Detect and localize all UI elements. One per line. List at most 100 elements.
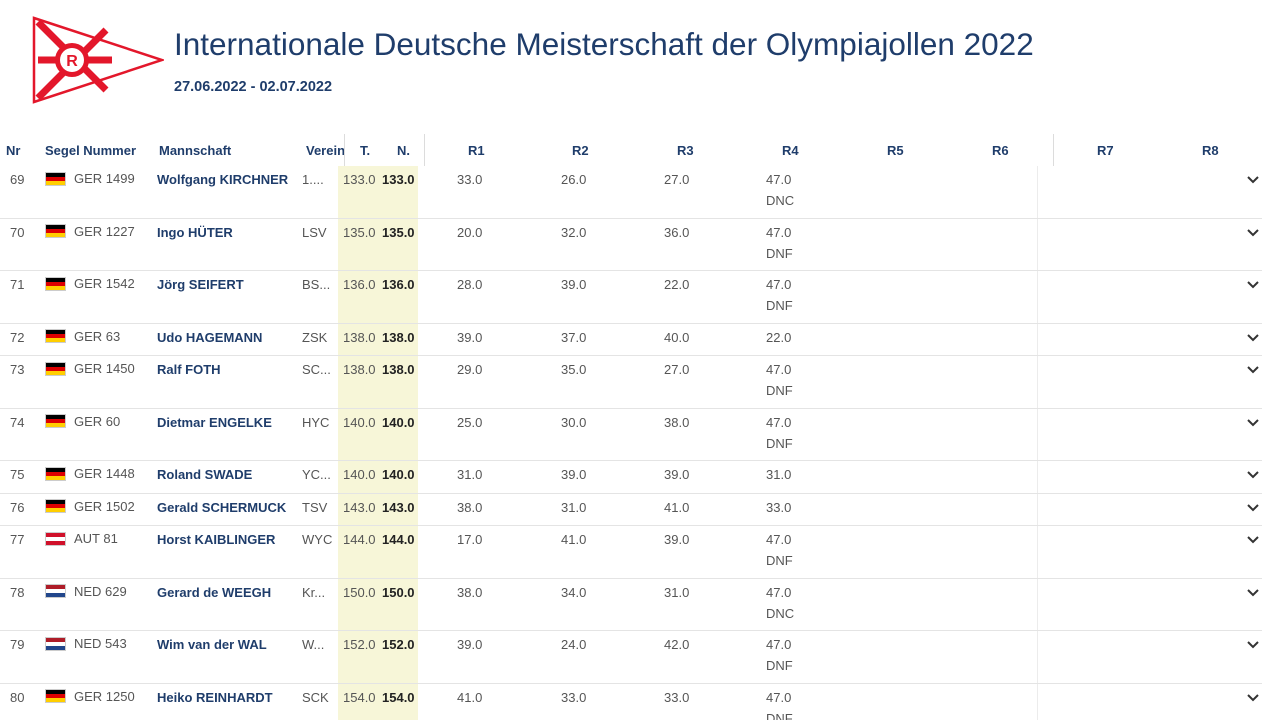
col-r8[interactable]: R8 [1202, 143, 1219, 158]
row-r4: 33.0 [766, 499, 792, 515]
chevron-down-icon[interactable] [1246, 467, 1260, 481]
row-total: 143.0 [343, 499, 376, 515]
col-r2[interactable]: R2 [572, 143, 589, 158]
row-sail-number: GER 63 [74, 328, 121, 344]
row-club: Kr... [302, 584, 326, 600]
row-r2: 24.0 [561, 637, 587, 652]
table-row[interactable]: 71 BS... 136.0 136.0 28.0 39.0 22.0 47.0 GER 154… [0, 271, 1280, 324]
chevron-down-icon[interactable] [1246, 690, 1260, 704]
row-nr: 76 [10, 499, 25, 515]
row-net: 150.0 [382, 584, 415, 600]
row-r4-code: DNF [766, 553, 793, 568]
row-nr: 80 [10, 689, 25, 705]
row-divider [0, 217, 1262, 219]
table-row[interactable]: 75 YC... 140.0 140.0 31.0 39.0 39.0 31.0 GER 144… [0, 461, 1280, 494]
row-nr: 74 [10, 414, 25, 430]
chevron-down-icon[interactable] [1246, 330, 1260, 344]
table-row[interactable]: 76 TSV 143.0 143.0 38.0 31.0 41.0 33.0 GER 1502 G… [0, 494, 1280, 527]
page-title: Internationale Deutsche Meisterschaft de… [174, 26, 1034, 62]
row-r3: 42.0 [664, 637, 690, 652]
row-sail-number: GER 60 [74, 413, 121, 429]
row-net: 135.0 [382, 224, 415, 240]
chevron-down-icon[interactable] [1246, 225, 1260, 239]
row-sail: GER 1450 [45, 361, 135, 376]
col-r5[interactable]: R5 [887, 143, 904, 158]
row-r2: 31.0 [561, 499, 587, 515]
row-total: 154.0 [343, 689, 376, 705]
col-nr[interactable]: Nr [6, 143, 21, 158]
chevron-down-icon[interactable] [1246, 277, 1260, 291]
table-row[interactable]: 72 ZSK 138.0 138.0 39.0 37.0 40.0 22.0 GER 63 Udo… [0, 324, 1280, 357]
chevron-down-icon[interactable] [1246, 637, 1260, 651]
table-row[interactable]: 70 LSV 135.0 135.0 20.0 32.0 36.0 47.0 GER 1227 I… [0, 219, 1280, 272]
row-team-name[interactable]: Dietmar ENGELKE [157, 414, 272, 430]
row-team-name[interactable]: Ingo HÜTER [157, 224, 233, 240]
row-r1: 39.0 [457, 637, 483, 652]
row-net: 140.0 [382, 467, 415, 482]
row-nr: 71 [10, 277, 25, 292]
row-r3: 39.0 [664, 467, 690, 482]
col-total[interactable]: T. [360, 143, 371, 158]
table-row[interactable]: 74 HYC 140.0 140.0 25.0 30.0 38.0 47.0 GER 60 Die… [0, 409, 1280, 462]
row-sail-number: GER 1502 [74, 498, 135, 514]
column-divider [1037, 166, 1038, 720]
row-team-name[interactable]: Heiko REINHARDT [157, 689, 273, 705]
chevron-down-icon[interactable] [1246, 532, 1260, 546]
row-team-name[interactable]: Jörg SEIFERT [157, 277, 244, 292]
col-r7[interactable]: R7 [1097, 143, 1114, 158]
row-net: 144.0 [382, 532, 415, 547]
table-row[interactable]: 77 WYC 144.0 144.0 17.0 41.0 39.0 47.0 AUT 81 Hor… [0, 526, 1280, 579]
row-r1: 38.0 [457, 584, 483, 600]
chevron-down-icon[interactable] [1246, 500, 1260, 514]
row-total: 138.0 [343, 362, 376, 377]
row-net: 140.0 [382, 414, 415, 430]
row-sail-number: NED 543 [74, 636, 127, 651]
table-row[interactable]: 79 W... 152.0 152.0 39.0 24.0 42.0 47.0 NED 543 W… [0, 631, 1280, 684]
row-team-name[interactable]: Roland SWADE [157, 467, 253, 482]
flag-ger-icon [45, 276, 66, 291]
col-r3[interactable]: R3 [677, 143, 694, 158]
row-team-name[interactable]: Ralf FOTH [157, 362, 221, 377]
table-row[interactable]: 80 SCK 154.0 154.0 41.0 33.0 33.0 47.0 GER 1250 H… [0, 684, 1280, 720]
points-column-highlight [338, 166, 418, 720]
col-r4[interactable]: R4 [782, 143, 799, 158]
chevron-down-icon[interactable] [1246, 415, 1260, 429]
chevron-down-icon[interactable] [1246, 585, 1260, 599]
table-row[interactable]: 78 Kr... 150.0 150.0 38.0 34.0 31.0 47.0 NED 629… [0, 579, 1280, 632]
col-net[interactable]: N. [397, 143, 410, 158]
row-team-name[interactable]: Wim van der WAL [157, 637, 267, 652]
table-row[interactable]: 69 1.... 133.0 133.0 33.0 26.0 27.0 47.0 GER 149… [0, 166, 1280, 219]
chevron-down-icon[interactable] [1246, 172, 1260, 186]
row-team-name[interactable]: Horst KAIBLINGER [157, 532, 276, 547]
row-r1: 25.0 [457, 414, 483, 430]
row-divider [0, 322, 1262, 324]
row-team-name[interactable]: Wolfgang KIRCHNER [157, 172, 289, 187]
row-team-name[interactable]: Udo HAGEMANN [157, 329, 263, 345]
row-r2: 39.0 [561, 467, 587, 482]
col-sail-number[interactable]: Segel Nummer [45, 143, 137, 158]
row-nr: 75 [10, 467, 25, 482]
row-r2: 30.0 [561, 414, 587, 430]
col-team[interactable]: Mannschaft [159, 143, 232, 158]
row-r1: 39.0 [457, 329, 483, 345]
row-net: 152.0 [382, 637, 415, 652]
header-divider [424, 134, 425, 166]
row-club: BS... [302, 277, 331, 292]
flag-ned-icon [45, 584, 66, 598]
table-row[interactable]: 73 SC... 138.0 138.0 29.0 35.0 27.0 47.0 GER 145… [0, 356, 1280, 409]
row-club: SC... [302, 362, 331, 377]
row-nr: 70 [10, 224, 25, 240]
row-team-name[interactable]: Gerard de WEEGH [157, 584, 272, 600]
row-sail: NED 543 [45, 636, 127, 651]
col-r1[interactable]: R1 [468, 143, 485, 158]
row-r1: 38.0 [457, 499, 483, 515]
row-r2: 39.0 [561, 277, 587, 292]
row-nr: 72 [10, 329, 25, 345]
col-r6[interactable]: R6 [992, 143, 1009, 158]
header-divider [344, 134, 345, 166]
col-club[interactable]: Verein [306, 143, 346, 158]
row-team-name[interactable]: Gerald SCHERMUCK [157, 499, 287, 515]
chevron-down-icon[interactable] [1246, 362, 1260, 376]
flag-aut-icon [45, 531, 66, 546]
flag-ger-icon [45, 414, 66, 428]
